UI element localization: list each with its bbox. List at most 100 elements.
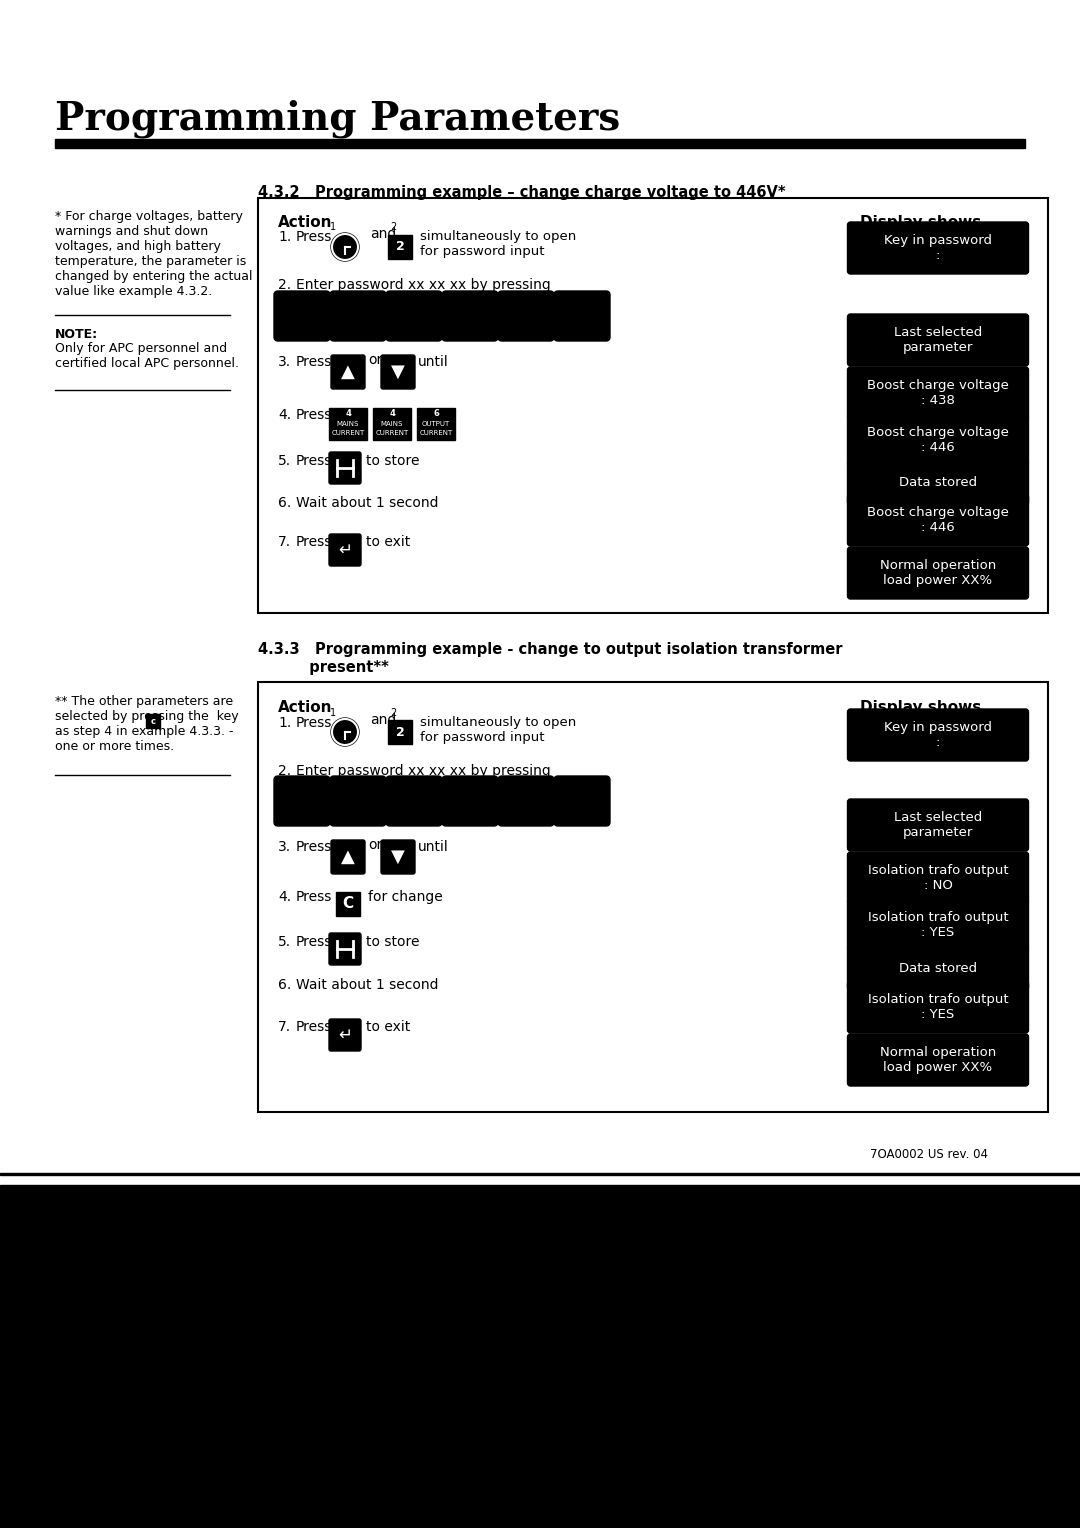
FancyBboxPatch shape xyxy=(386,776,442,827)
FancyBboxPatch shape xyxy=(274,776,330,827)
Circle shape xyxy=(330,232,359,261)
Text: until: until xyxy=(418,354,449,368)
FancyBboxPatch shape xyxy=(329,1019,361,1051)
Text: Press: Press xyxy=(296,535,333,549)
Text: Enter password xx xx xx by pressing: Enter password xx xx xx by pressing xyxy=(296,764,551,778)
Text: ** The other parameters are
selected by pressing the  key
as step 4 in example 4: ** The other parameters are selected by … xyxy=(55,695,239,753)
FancyBboxPatch shape xyxy=(848,222,1028,274)
Text: and: and xyxy=(370,714,396,727)
FancyBboxPatch shape xyxy=(386,290,442,341)
FancyBboxPatch shape xyxy=(848,799,1028,851)
Text: * For charge voltages, battery
warnings and shut down
voltages, and high battery: * For charge voltages, battery warnings … xyxy=(55,209,253,298)
FancyBboxPatch shape xyxy=(498,290,554,341)
FancyBboxPatch shape xyxy=(848,367,1028,419)
Text: NOTE:: NOTE: xyxy=(55,329,98,341)
Text: OUTPUT: OUTPUT xyxy=(422,422,450,426)
Text: to store: to store xyxy=(366,454,419,468)
FancyBboxPatch shape xyxy=(330,840,365,874)
Text: 1.: 1. xyxy=(278,231,292,244)
Text: 3.: 3. xyxy=(278,354,292,368)
Bar xyxy=(258,681,1048,1112)
Text: ↵: ↵ xyxy=(338,541,352,559)
Bar xyxy=(258,199,1048,613)
Text: Last selected
parameter: Last selected parameter xyxy=(894,325,982,354)
Text: Press: Press xyxy=(296,231,333,244)
Text: Wait about 1 second: Wait about 1 second xyxy=(296,978,438,992)
Text: or: or xyxy=(368,837,382,853)
Text: simultaneously to open
for password input: simultaneously to open for password inpu… xyxy=(420,231,577,258)
Text: Press: Press xyxy=(296,408,333,422)
Text: 1: 1 xyxy=(329,707,336,718)
Text: Press: Press xyxy=(296,840,333,854)
Text: 2.: 2. xyxy=(278,278,292,292)
Text: ▼: ▼ xyxy=(391,364,405,380)
Text: MAINS: MAINS xyxy=(337,422,360,426)
Bar xyxy=(146,714,160,727)
FancyBboxPatch shape xyxy=(381,840,415,874)
Text: Only for APC personnel and
certified local APC personnel.: Only for APC personnel and certified loc… xyxy=(55,342,239,370)
Text: 2: 2 xyxy=(390,707,396,718)
Text: 4.: 4. xyxy=(278,408,292,422)
Bar xyxy=(336,892,360,915)
Text: 6.: 6. xyxy=(278,497,292,510)
Text: 5.: 5. xyxy=(278,454,292,468)
FancyBboxPatch shape xyxy=(330,776,386,827)
FancyBboxPatch shape xyxy=(442,776,498,827)
FancyBboxPatch shape xyxy=(848,709,1028,761)
FancyBboxPatch shape xyxy=(330,290,386,341)
Text: 4: 4 xyxy=(346,408,351,417)
Text: 2: 2 xyxy=(390,222,396,232)
Bar xyxy=(388,235,411,260)
Text: Boost charge voltage
: 438: Boost charge voltage : 438 xyxy=(867,379,1009,406)
Text: 2.: 2. xyxy=(278,764,292,778)
FancyBboxPatch shape xyxy=(329,452,361,484)
Text: and: and xyxy=(370,228,396,241)
Text: Last selected
parameter: Last selected parameter xyxy=(894,811,982,839)
Bar xyxy=(329,408,367,440)
Text: CURRENT: CURRENT xyxy=(332,429,365,435)
FancyBboxPatch shape xyxy=(442,290,498,341)
Bar xyxy=(0,1174,1080,1175)
Text: Boost charge voltage
: 446: Boost charge voltage : 446 xyxy=(867,506,1009,533)
Text: ▲: ▲ xyxy=(341,364,355,380)
Text: present**: present** xyxy=(258,660,389,675)
Text: 6: 6 xyxy=(433,408,438,417)
Circle shape xyxy=(330,718,359,746)
Text: until: until xyxy=(418,840,449,854)
Text: ▲: ▲ xyxy=(341,848,355,866)
Text: 1.: 1. xyxy=(278,717,292,730)
Text: Key in password
:: Key in password : xyxy=(885,234,993,261)
Text: Press: Press xyxy=(296,717,333,730)
FancyBboxPatch shape xyxy=(848,853,1028,905)
Text: or: or xyxy=(368,353,382,367)
FancyBboxPatch shape xyxy=(329,533,361,565)
Text: to exit: to exit xyxy=(366,1021,410,1034)
Text: Wait about 1 second: Wait about 1 second xyxy=(296,497,438,510)
FancyBboxPatch shape xyxy=(848,946,1028,990)
Text: Programming Parameters: Programming Parameters xyxy=(55,99,620,139)
FancyBboxPatch shape xyxy=(848,547,1028,599)
Text: 7OA0002 US rev. 04: 7OA0002 US rev. 04 xyxy=(870,1148,988,1161)
Text: ▼: ▼ xyxy=(391,848,405,866)
Text: 19: 19 xyxy=(990,1210,1020,1230)
FancyBboxPatch shape xyxy=(848,981,1028,1033)
Text: CURRENT: CURRENT xyxy=(419,429,453,435)
Circle shape xyxy=(333,235,357,260)
FancyBboxPatch shape xyxy=(554,290,610,341)
Text: 1: 1 xyxy=(329,222,336,232)
Text: 7.: 7. xyxy=(278,535,292,549)
Text: Key in password
:: Key in password : xyxy=(885,721,993,749)
Text: Press: Press xyxy=(296,1021,333,1034)
Text: Data stored: Data stored xyxy=(899,961,977,975)
Text: Action: Action xyxy=(278,700,333,715)
Text: C: C xyxy=(342,897,353,912)
Text: Isolation trafo output
: YES: Isolation trafo output : YES xyxy=(867,993,1009,1021)
FancyBboxPatch shape xyxy=(848,1034,1028,1086)
Text: for change: for change xyxy=(368,889,443,905)
Text: Normal operation
load power XX%: Normal operation load power XX% xyxy=(880,1047,996,1074)
FancyBboxPatch shape xyxy=(498,776,554,827)
FancyBboxPatch shape xyxy=(848,494,1028,545)
Text: CURRENT: CURRENT xyxy=(376,429,408,435)
Text: Press: Press xyxy=(296,454,333,468)
Text: Boost charge voltage
: 446: Boost charge voltage : 446 xyxy=(867,426,1009,454)
